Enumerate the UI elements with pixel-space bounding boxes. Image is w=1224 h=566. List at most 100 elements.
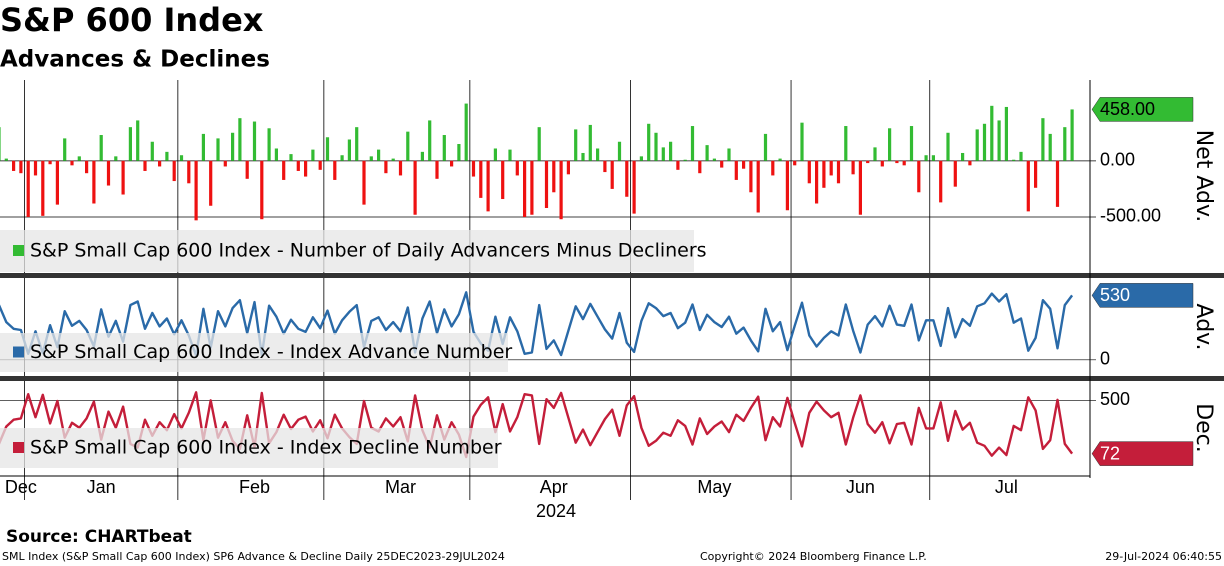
bar [909,126,914,161]
x-tick-label: Mar [385,477,416,497]
x-tick-label: May [697,477,731,497]
bar [654,132,658,161]
bar [829,160,833,176]
bar [289,154,293,161]
bar [486,160,490,212]
y-tick-label: 500 [1100,389,1130,409]
line [0,391,1074,459]
bar [807,160,811,184]
bar [318,160,322,170]
bar [968,160,972,166]
bar [902,160,906,166]
bar [150,141,154,161]
bar [260,160,264,220]
footer-right: 29-Jul-2024 06:40:55 [1105,550,1222,563]
x-tick-label: Dec [5,477,37,497]
bar [26,160,30,217]
bar [19,160,23,174]
bar [1070,109,1074,161]
bar [866,160,870,164]
bar [720,160,724,168]
bar [143,160,147,171]
bar [70,160,74,166]
bar [647,123,651,161]
bar [537,127,541,161]
bar [778,158,782,161]
bar [238,118,242,161]
bar [858,160,862,215]
bar [391,158,395,161]
bar [340,155,344,161]
footer-left: SML Index (S&P Small Cap 600 Index) SP6 … [2,550,505,563]
bar [895,160,899,164]
x-tick-label: Apr [540,477,568,497]
x-tick-label: Jul [995,477,1018,497]
bar [669,141,673,161]
bar [1048,133,1052,161]
bar [566,160,570,175]
bar [92,160,96,204]
x-tick-label: Feb [239,477,270,497]
bar [128,127,132,161]
bar [946,132,950,161]
bar [231,132,235,161]
axis-title: Dec. [1191,403,1216,453]
chart-title: S&P 600 Index [0,1,264,39]
footer-center: Copyright© 2024 Bloomberg Finance L.P. [700,550,927,563]
bar [355,127,359,161]
bar [617,141,622,161]
legend-label: S&P Small Cap 600 Index - Index Decline … [30,437,502,459]
bar [953,160,957,187]
bar [450,160,454,167]
bar [435,160,439,179]
bar [282,160,286,180]
bar [464,103,468,161]
bar [676,160,680,170]
axis-title: Adv. [1191,304,1216,351]
bar [274,148,278,161]
bar [41,160,45,216]
y-tick-label: 0.00 [1100,150,1135,170]
bar [398,160,403,176]
bar [223,160,227,167]
bar [727,148,731,161]
bar [683,159,687,161]
bar [997,120,1001,161]
bar [304,160,308,177]
bar [523,160,527,217]
bar [77,156,81,161]
bar [888,128,892,161]
x-axis-year: 2024 [536,501,576,521]
bar [698,160,702,174]
legend-swatch [13,346,24,358]
x-tick-label: Jun [846,477,875,497]
value-tag-label: 530 [1100,285,1130,305]
bar [442,135,446,161]
bar [705,145,709,161]
bar [785,160,789,211]
bar [836,160,841,184]
bar [552,160,556,193]
bar [501,160,505,200]
bar [1019,151,1023,161]
bar [639,156,643,161]
source: Source: CHARTbeat [6,527,192,547]
bar [734,160,738,180]
legend-label: S&P Small Cap 600 Index - Index Advance … [30,341,512,363]
bar [690,126,695,161]
bar [216,138,220,161]
bar [0,127,1,161]
bar [596,148,600,161]
bar [961,152,965,161]
bar [55,160,59,205]
bar [99,135,103,161]
bar [931,155,935,161]
bar [12,160,16,171]
bar [559,160,563,220]
bar [33,160,38,176]
bar [413,160,417,215]
bar [114,156,118,161]
bar [793,160,797,166]
bar [311,149,315,161]
bar [158,160,162,167]
